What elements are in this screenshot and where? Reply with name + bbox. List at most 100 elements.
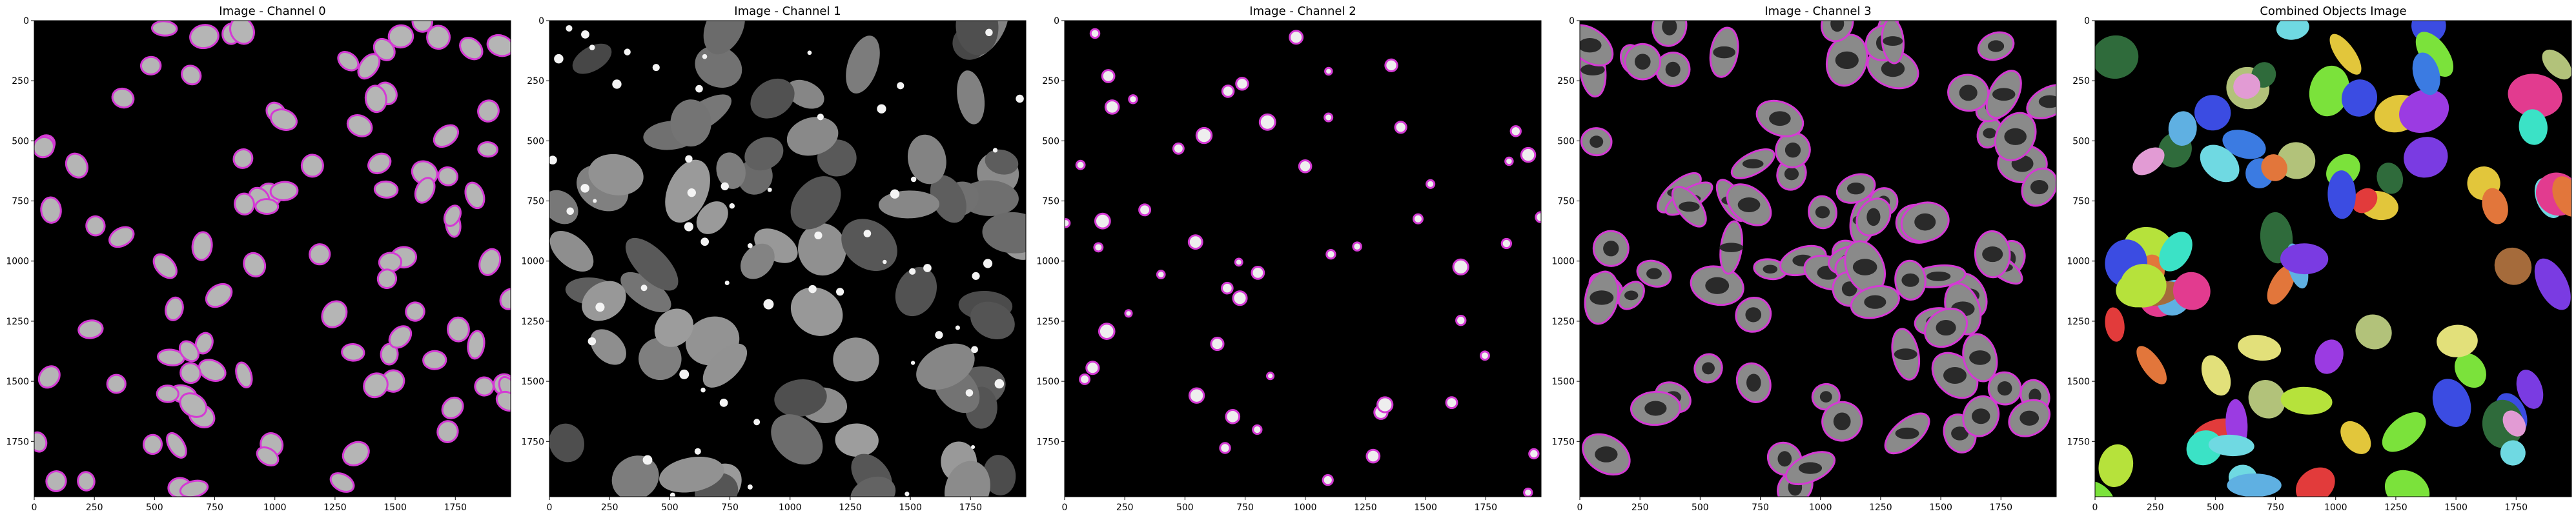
y-tick-label: 1500 [1036,377,1059,387]
labeled-object [2168,111,2197,146]
bright-spot [589,45,595,50]
nucleolus-spot [1195,126,1213,144]
nucleus [477,141,498,158]
panel-title-combined: Combined Objects Image [2260,5,2406,18]
y-tick-label: 250 [1042,76,1059,86]
nucleolus-spot [1094,212,1111,230]
nucleus [108,226,135,248]
x-tick-label: 0 [2092,503,2098,513]
cell-body [716,152,746,189]
cell-body [850,476,896,497]
nucleus [34,135,55,159]
y-tick-label: 1250 [6,317,29,327]
y-axis-channel3: 0 250 500 750 1000 1250 1500 1750 [1551,16,1580,447]
labeled-object [2132,147,2165,175]
nucleus [269,108,298,131]
y-tick-label: 750 [1042,197,1059,207]
nucleolus-spot [1172,142,1185,155]
cell-body [982,212,1026,254]
cell-body [798,223,846,276]
nucleolus-spot [1232,290,1248,306]
x-tick-label: 1750 [2504,503,2528,513]
nucleus [388,325,413,349]
y-tick-label: 1250 [1551,317,1575,327]
nucleolus-spot [1455,315,1467,326]
nuclei-layer-channel0 [34,21,511,497]
y-tick-label: 750 [1557,197,1575,207]
nucleus [139,55,162,75]
x-tick-label: 1500 [2444,503,2468,513]
nucleus-void [1777,451,1792,467]
nucleolus-spot [1394,121,1407,134]
bright-spot [700,237,710,246]
nucleolus-spot [1252,424,1263,435]
nucleus-void [1662,21,1677,35]
nucleus-void [1969,350,1991,365]
nucleus-void [1603,241,1619,257]
x-tick-label: 500 [1692,503,1709,513]
nucleus [194,332,214,355]
nucleolus-spot [1509,125,1522,137]
nucleus-void [1719,243,1743,252]
nucleolus-spot [1124,309,1133,318]
nucleolus-spot [1258,113,1276,131]
nucleus [477,99,500,123]
bright-spot [836,288,844,296]
bright-spot [971,444,976,450]
labeled-object [2382,412,2426,452]
bright-spot [588,337,597,346]
nucleus [254,198,280,215]
cell-body [835,423,879,457]
nucleus [157,348,185,366]
cell-body [740,243,775,279]
bright-spot [890,189,900,199]
nucleus-void [1914,213,1936,231]
x-tick-label: 500 [146,503,163,513]
nucleolus-spot [1352,241,1362,252]
nucleolus-spot [1523,487,1533,497]
nucleus-void [1784,167,1799,181]
labeled-object [2222,130,2266,159]
bright-spot [687,188,696,197]
y-tick-label: 1750 [1551,437,1575,447]
y-tick-label: 500 [1042,136,1059,146]
x-tick-label: 1500 [1414,503,1437,513]
y-tick-label: 250 [527,76,544,86]
cell-body [774,379,827,417]
nucleus [422,350,447,370]
cell-body [639,337,682,381]
panel-channel1: Image - Channel 1 0 250 500 750 1000 1250 1500… [521,5,1027,513]
nucleus [495,390,511,412]
nucleolus-spot [1298,159,1313,174]
bright-spot [684,222,693,232]
labeled-object [2276,21,2309,40]
panel-combined: Combined Objects Image 0 250 500 750 1000 125… [2067,5,2572,513]
nucleus [447,316,470,343]
nucleolus-spot [1251,265,1265,280]
y-tick-label: 0 [23,16,29,26]
bright-spot [985,28,993,37]
cell-body [841,219,897,272]
bright-spot [554,54,564,64]
cell-body [846,35,880,94]
bright-spot [670,492,675,497]
spots-layer-channel2 [1065,28,1541,497]
cell-body [956,21,999,55]
nucleolus-spot [1324,112,1334,123]
labeled-object [2200,144,2240,183]
nucleus-void [1881,60,1905,77]
nucleus-void [1936,319,1956,336]
x-tick-label: 250 [1631,503,1649,513]
nucleus-void [1580,64,1605,75]
labeled-object [2432,379,2471,427]
bright-spot [566,25,573,32]
x-tick-label: 250 [2147,503,2164,513]
nucleolus-spot [1325,249,1336,260]
nucleus-void [1595,446,1618,463]
nucleolus-spot [1210,337,1225,352]
nucleus [499,288,511,310]
bright-spot [992,148,998,153]
y-tick-label: 1500 [521,377,544,387]
nucleus [189,24,220,50]
y-tick-label: 0 [2084,16,2090,26]
